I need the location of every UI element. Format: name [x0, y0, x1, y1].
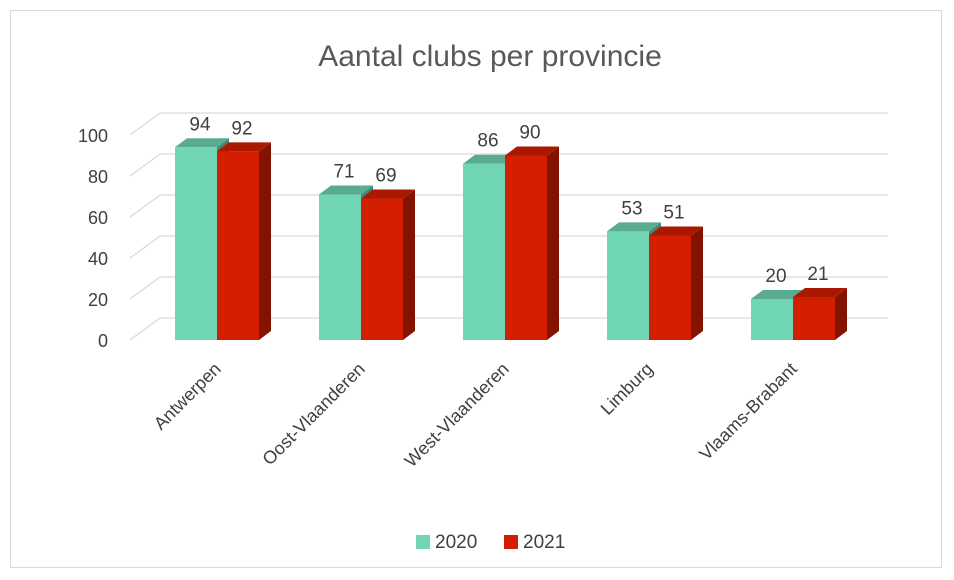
bar-side: [547, 146, 559, 340]
bar-side: [691, 226, 703, 340]
y-tick-label: 0: [98, 331, 108, 351]
y-tick-label: 40: [88, 249, 108, 269]
bar-top: [751, 290, 805, 299]
data-label: 86: [477, 131, 498, 152]
legend-label: 2021: [523, 532, 565, 553]
bar-front: [751, 299, 793, 340]
bar-top: [463, 154, 517, 164]
data-label: 94: [189, 114, 211, 135]
bar-top: [793, 287, 847, 297]
gridline-slant: [129, 112, 161, 136]
bar-top: [607, 222, 661, 232]
chart-title: Aantal clubs per provincie: [318, 40, 662, 73]
gridline-slant: [129, 153, 161, 177]
y-tick-label: 80: [88, 167, 108, 187]
bar: [361, 189, 415, 340]
bar: [505, 146, 559, 340]
gridline-slant: [129, 235, 161, 259]
data-label: 53: [621, 198, 642, 219]
legend-swatch: [416, 535, 430, 549]
data-labels: 94 92 71 69 86 90 53 51 20 21: [189, 114, 828, 287]
bar: [649, 226, 703, 340]
data-label: 69: [375, 166, 396, 187]
y-tick-label: 60: [88, 208, 108, 228]
bar: [793, 287, 847, 340]
bar-front: [463, 163, 505, 340]
x-tick-label: Vlaams-Brabant: [695, 359, 800, 464]
bar-side: [403, 189, 415, 340]
legend-label: 2020: [435, 532, 477, 553]
gridline-slant: [129, 276, 161, 300]
bar-front: [649, 235, 691, 340]
x-tick-label: Oost-Vlaanderen: [258, 359, 368, 469]
y-tick-label: 100: [78, 126, 108, 146]
bars: [175, 138, 847, 340]
bar-front: [505, 155, 547, 340]
bar-front: [607, 231, 649, 340]
legend: 2020 2021: [416, 532, 565, 553]
bar-front: [361, 198, 403, 340]
data-label: 90: [519, 123, 540, 144]
bar-side: [259, 142, 271, 340]
x-tick-label: Limburg: [597, 359, 657, 419]
bar: [217, 142, 271, 340]
bar-top: [319, 185, 373, 195]
data-label: 51: [663, 202, 684, 223]
bar-top: [505, 146, 559, 156]
bar-front: [319, 194, 361, 340]
x-tick-label: Antwerpen: [150, 359, 225, 434]
bar-side: [835, 287, 847, 340]
data-label: 21: [807, 264, 828, 285]
legend-swatch: [504, 535, 518, 549]
data-label: 20: [765, 266, 786, 287]
bar-front: [217, 151, 259, 340]
x-axis-labels: Antwerpen Oost-Vlaanderen West-Vlaanderen L…: [150, 359, 801, 471]
y-axis-ticks: 0 20 40 60 80 100: [78, 126, 108, 351]
bar-top: [361, 189, 415, 199]
bar-top: [649, 226, 703, 236]
bar-front: [793, 296, 835, 340]
gridline-slant: [129, 317, 161, 341]
data-label: 71: [333, 161, 354, 182]
bar-front: [175, 147, 217, 340]
y-tick-label: 20: [88, 290, 108, 310]
data-label: 92: [231, 118, 252, 139]
bar-top: [175, 138, 229, 148]
bar-top: [217, 142, 271, 152]
gridline-slant: [129, 194, 161, 218]
x-tick-label: West-Vlaanderen: [401, 359, 513, 471]
